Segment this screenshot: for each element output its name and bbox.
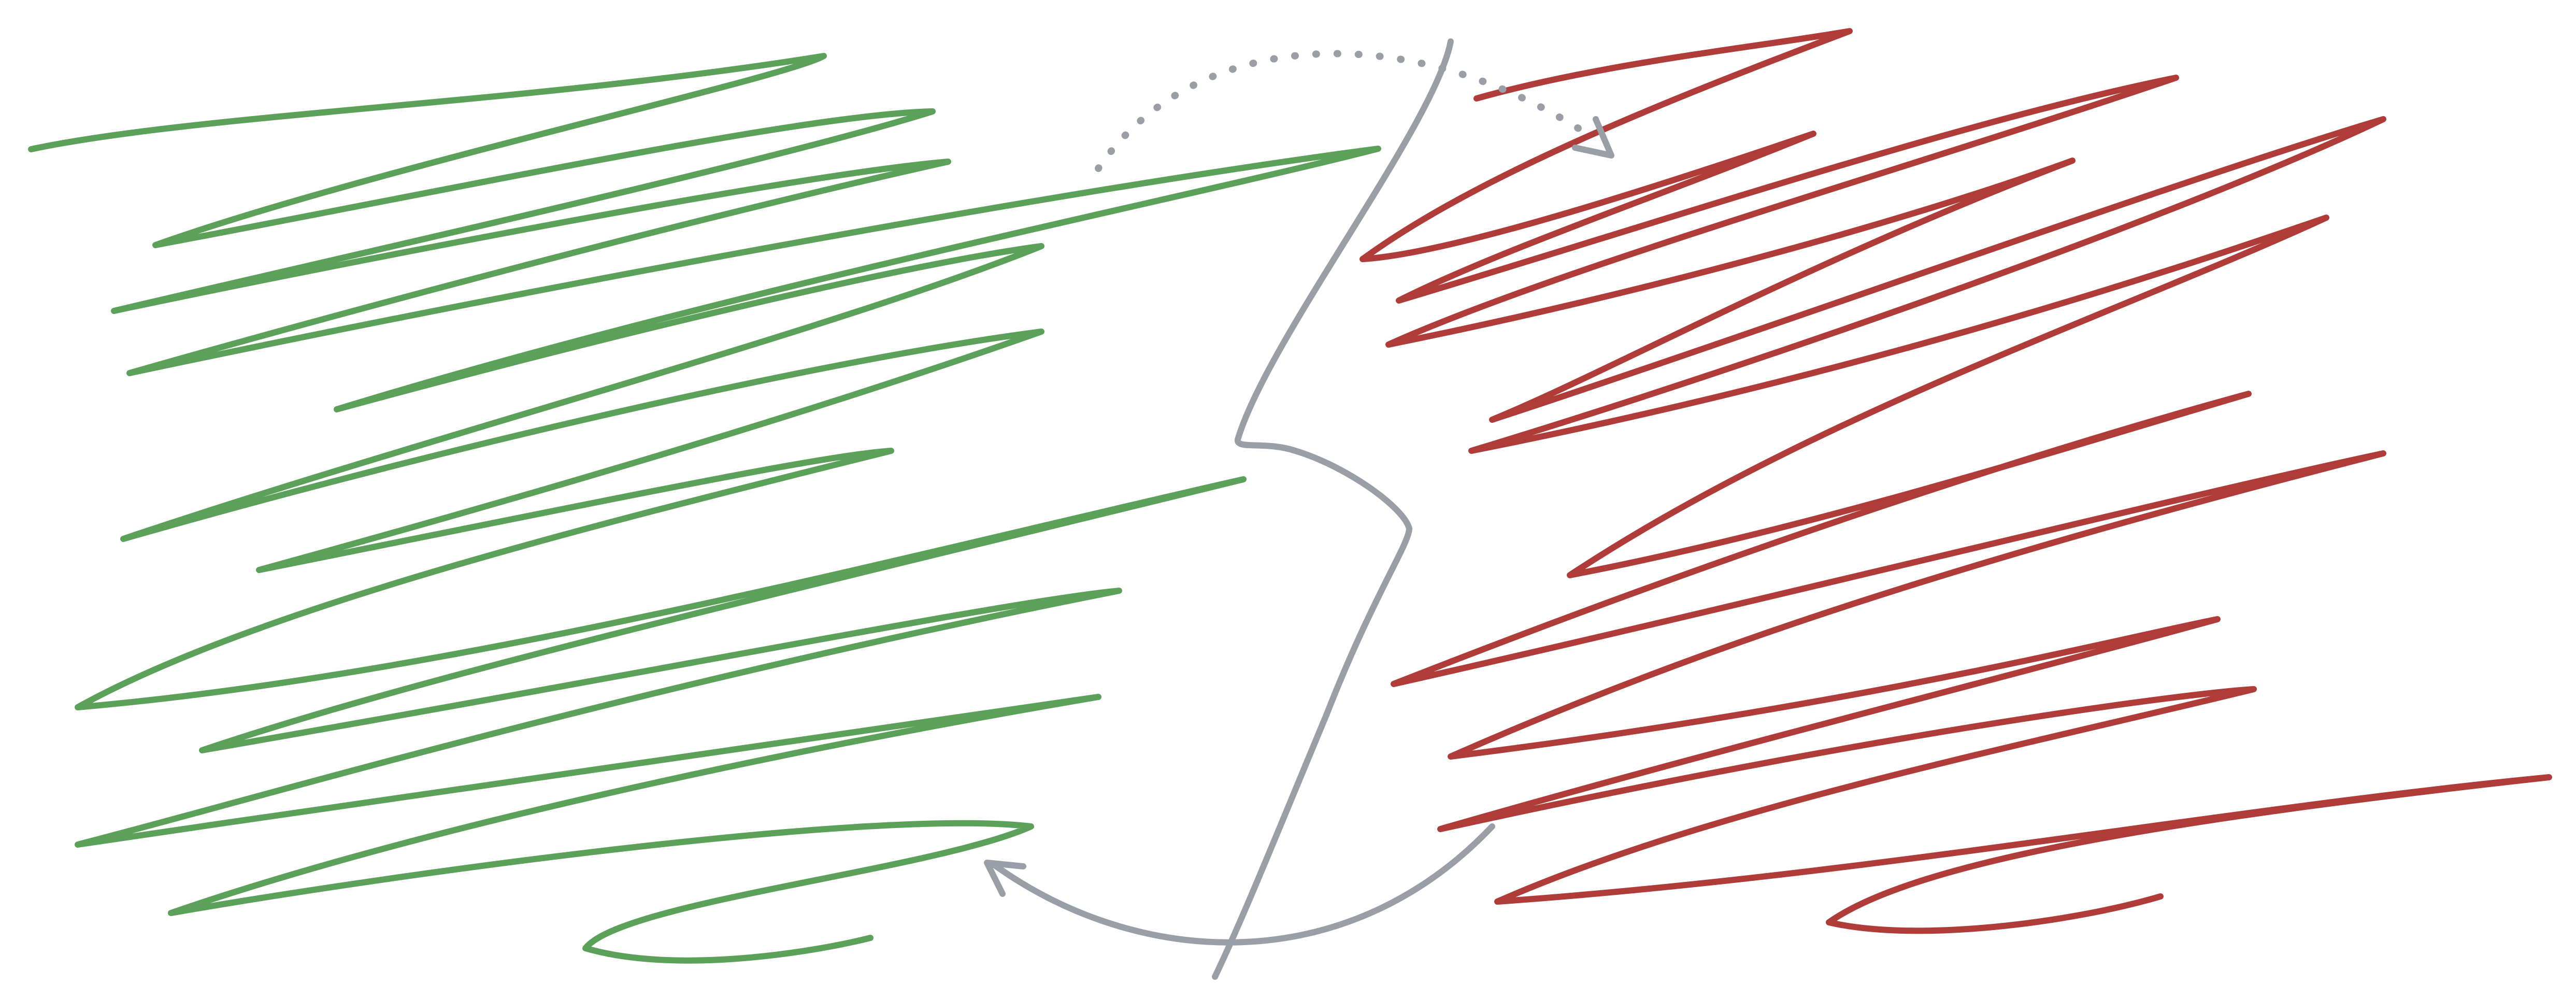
green-zigzag-scribble (28, 53, 1381, 964)
solid-curved-arrow-right-to-left (992, 823, 1495, 946)
bottom-arrowhead-icon (984, 860, 1026, 897)
red-zigzag-scribble (1359, 28, 2552, 934)
dotted-curved-arrow-left-to-right (1095, 50, 1584, 172)
gray-wavy-divider-line (1212, 38, 1454, 980)
top-arrowhead-icon (1572, 116, 1614, 159)
